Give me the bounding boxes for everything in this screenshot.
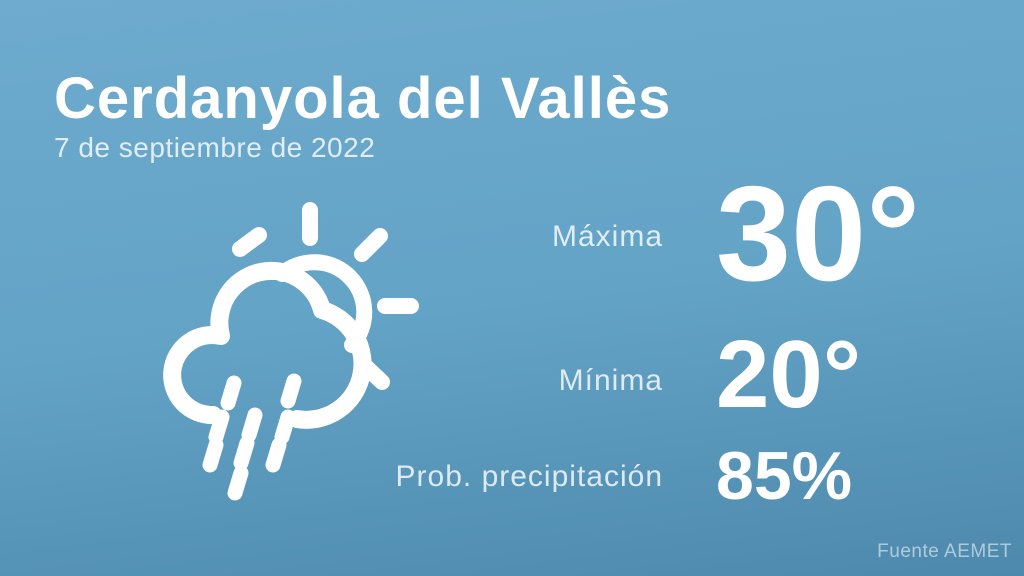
raindrops-icon — [202, 373, 302, 501]
sun-behind-rain-cloud-icon — [163, 202, 419, 501]
precipitation-probability-value: 85% — [716, 438, 853, 514]
location-title: Cerdanyola del Vallès — [54, 66, 672, 131]
precipitation-probability-label: Prob. precipitación — [395, 460, 663, 493]
max-temp-value: 30° — [716, 158, 921, 309]
min-temp-label: Mínima — [558, 364, 663, 397]
max-temp-label: Máxima — [551, 220, 663, 253]
cloud-icon — [163, 261, 372, 429]
sun-disc-icon — [274, 254, 373, 353]
data-source-credit: Fuente AEMET — [877, 541, 1012, 562]
forecast-date: 7 de septiembre de 2022 — [54, 132, 376, 163]
min-temp-value: 20° — [716, 321, 862, 428]
